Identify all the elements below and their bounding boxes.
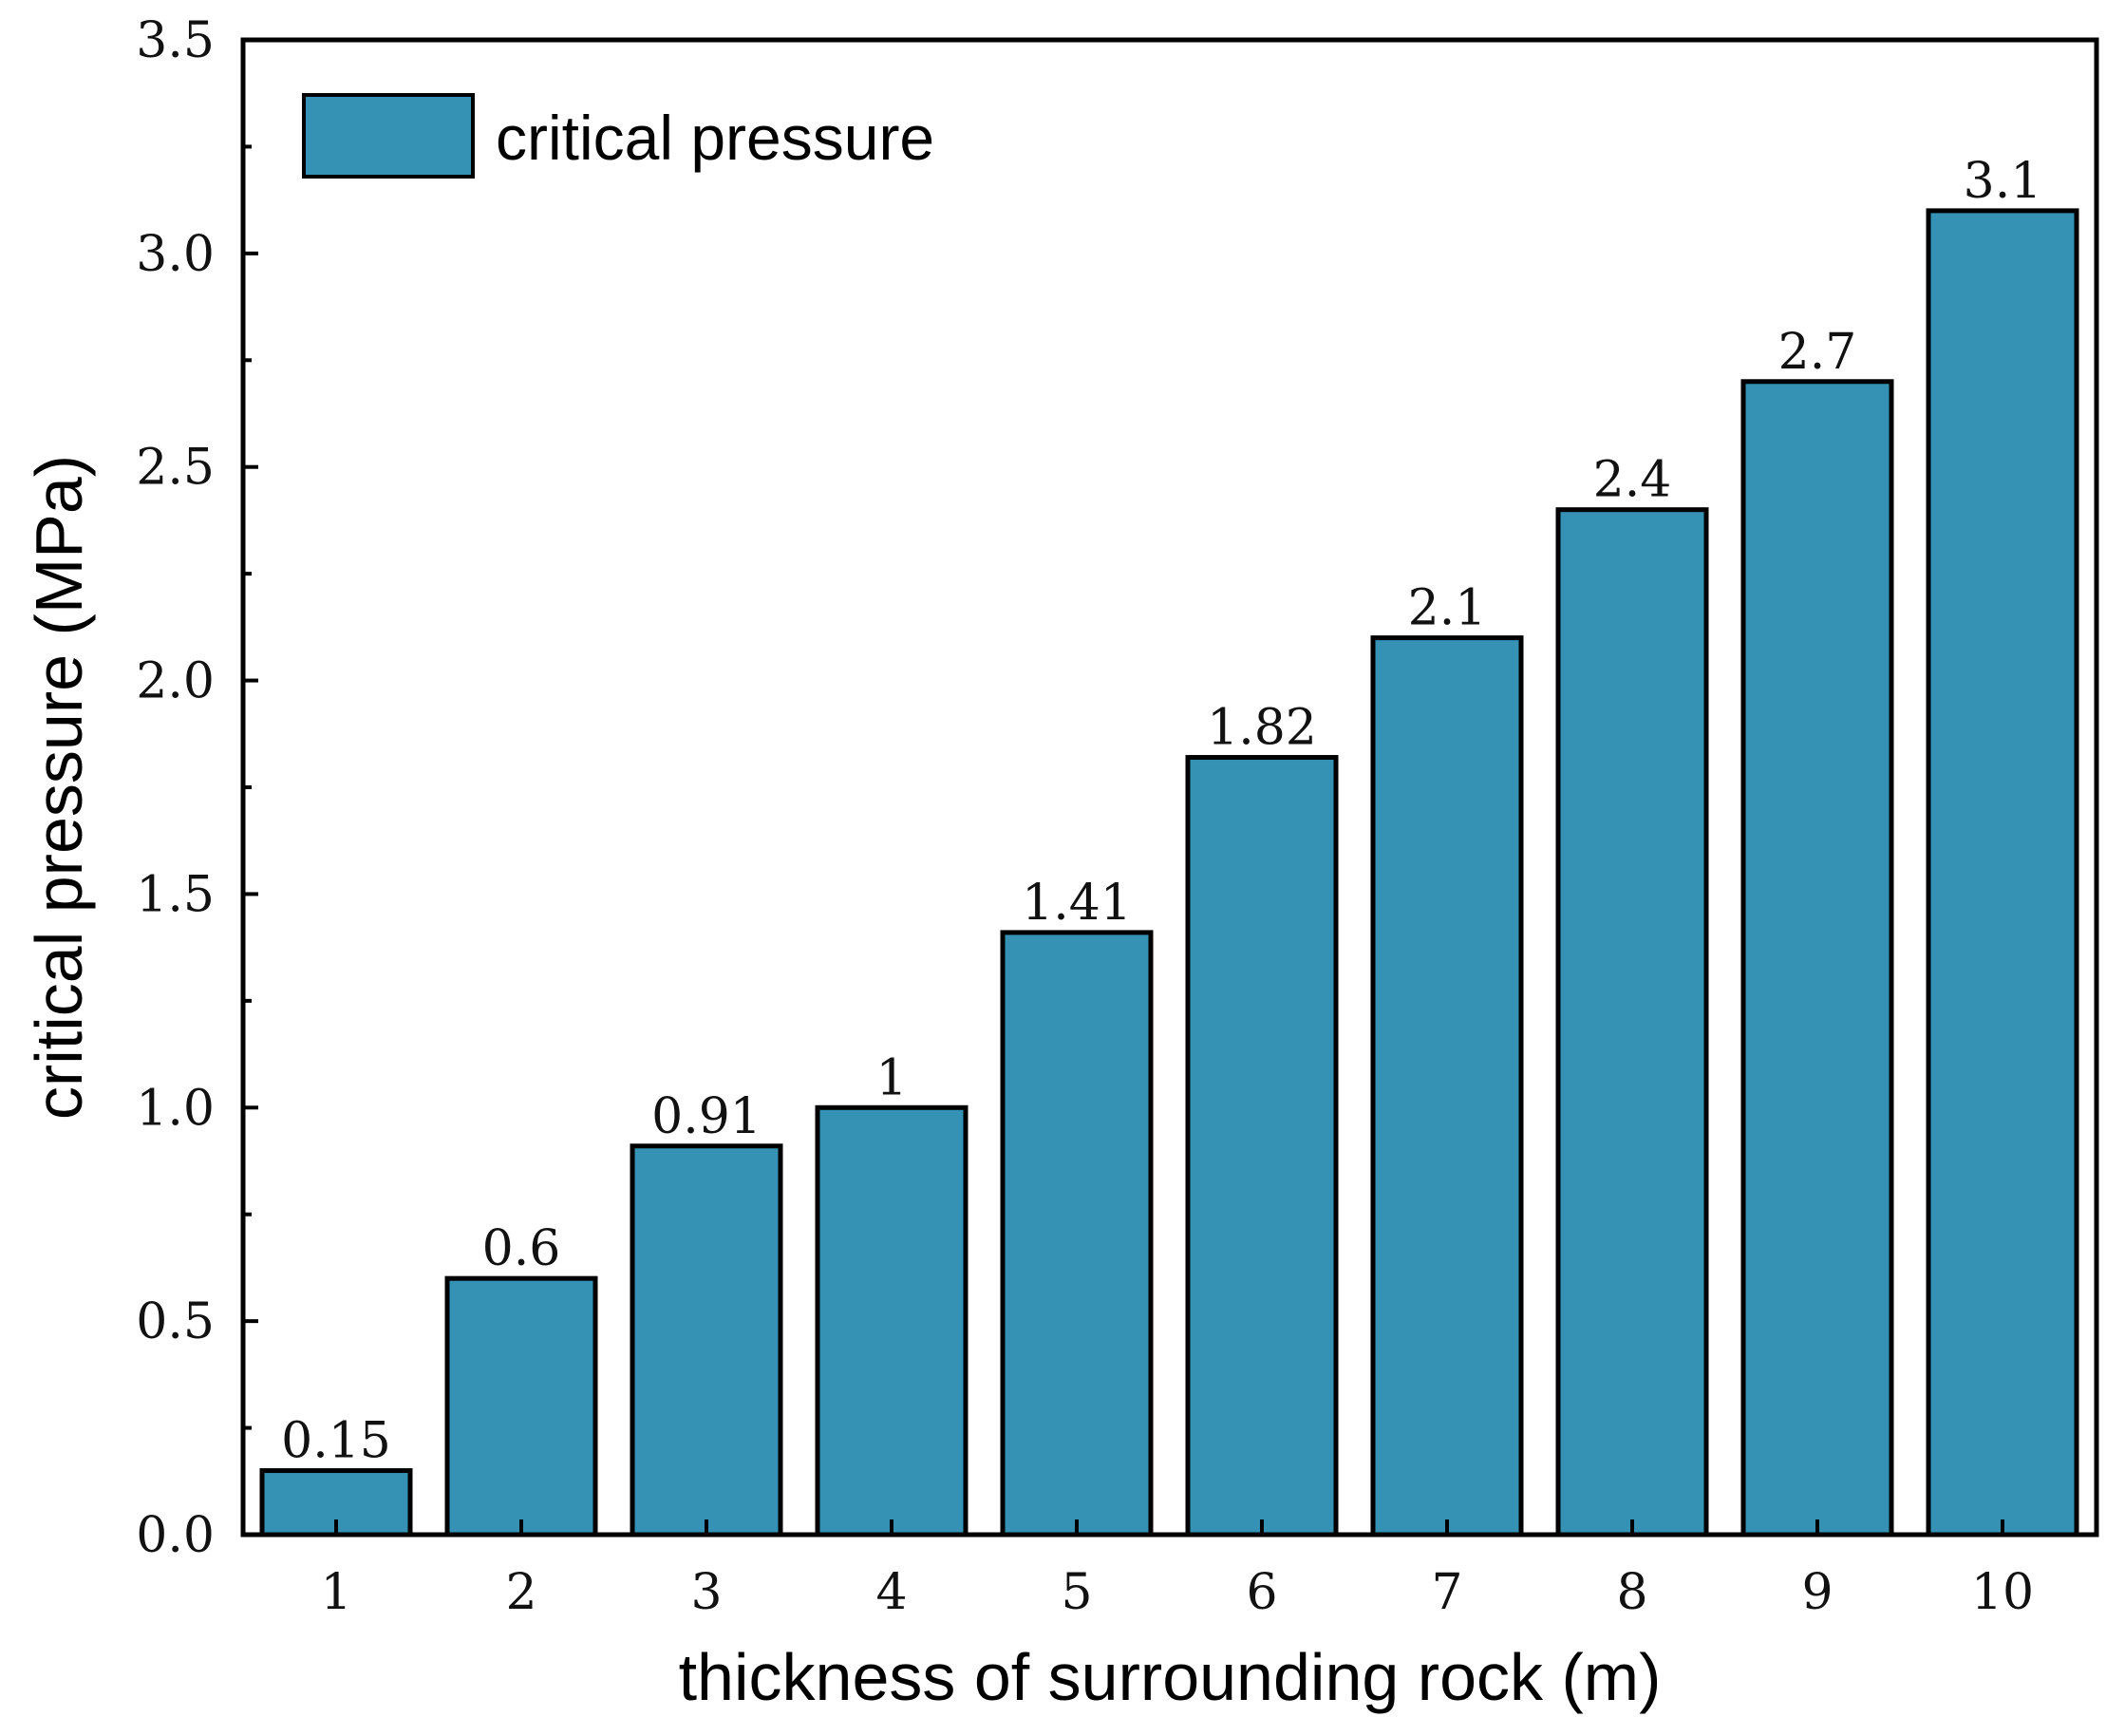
bar-2 <box>444 1275 598 1538</box>
y-axis-ticks: 0.0 0.5 1.0 1.5 2.0 2.5 3.0 3.5 <box>136 12 258 1564</box>
y-tick-label: 0.0 <box>136 1507 215 1564</box>
value-label-1: 0.15 <box>281 1413 391 1470</box>
y-tick-label: 1.5 <box>136 866 215 923</box>
x-axis-ticks: 1 2 3 4 5 6 7 8 9 10 <box>320 1519 2034 1621</box>
x-tick-label-10: 10 <box>1971 1564 2034 1621</box>
x-tick-label-2: 2 <box>505 1564 536 1621</box>
legend-swatch <box>302 93 475 179</box>
x-tick-label-5: 5 <box>1061 1564 1092 1621</box>
legend-label: critical pressure <box>496 103 934 173</box>
y-tick-label: 3.5 <box>136 12 215 69</box>
x-tick-label-1: 1 <box>320 1564 351 1621</box>
x-tick-label-8: 8 <box>1616 1564 1647 1621</box>
value-label-3: 0.91 <box>651 1088 762 1145</box>
bar-8 <box>1555 507 1709 1538</box>
y-tick-label: 1.0 <box>136 1080 215 1137</box>
y-tick-label: 2.5 <box>136 440 215 497</box>
bar-9 <box>1740 379 1894 1538</box>
y-axis-title: critical pressure (MPa) <box>22 455 96 1120</box>
bar-6 <box>1185 755 1339 1538</box>
value-label-5: 1.41 <box>1022 875 1132 932</box>
x-tick-label-9: 9 <box>1801 1564 1833 1621</box>
bars-group <box>259 208 2079 1538</box>
plot-frame <box>240 37 2099 1538</box>
bar-4 <box>815 1104 968 1538</box>
value-label-8: 2.4 <box>1593 452 1672 509</box>
x-tick-label-4: 4 <box>875 1564 907 1621</box>
value-label-7: 2.1 <box>1408 580 1487 637</box>
bar-3 <box>630 1143 783 1538</box>
value-label-4: 1 <box>875 1049 907 1106</box>
legend: critical pressure <box>302 93 934 179</box>
y-tick-label: 0.5 <box>136 1293 215 1350</box>
value-label-9: 2.7 <box>1778 324 1857 381</box>
value-label-6: 1.82 <box>1207 700 1317 757</box>
y-tick-label: 3.0 <box>136 226 215 283</box>
value-label-10: 3.1 <box>1964 153 2042 210</box>
x-tick-label-7: 7 <box>1431 1564 1462 1621</box>
value-label-2: 0.6 <box>482 1220 561 1277</box>
bar-10 <box>1926 208 2079 1538</box>
x-tick-label-3: 3 <box>690 1564 722 1621</box>
x-tick-label-6: 6 <box>1246 1564 1277 1621</box>
bar-5 <box>1000 930 1154 1538</box>
bar-7 <box>1370 635 1524 1538</box>
y-tick-label: 2.0 <box>136 653 215 710</box>
x-axis-title: thickness of surrounding rock (m) <box>679 1640 1662 1714</box>
value-labels-group: 0.15 0.6 0.91 1 1.41 1.82 2.1 2.4 2.7 3.1 <box>281 153 2041 1470</box>
